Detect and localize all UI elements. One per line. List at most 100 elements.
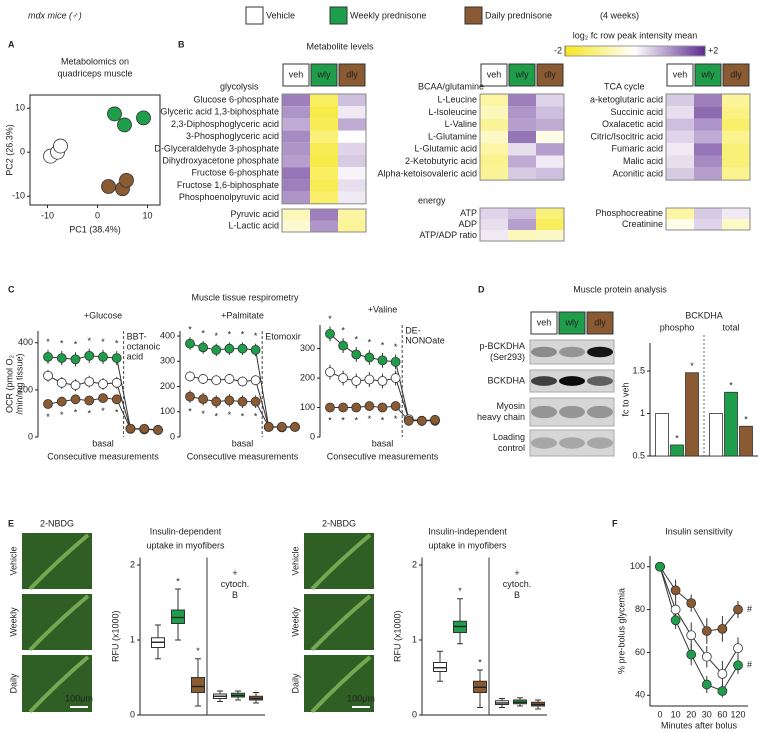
- point: [70, 394, 81, 405]
- chart-title: Insulin-dependent: [150, 526, 222, 536]
- significance-mark: *: [241, 330, 245, 340]
- point: [377, 355, 388, 366]
- x-tick-label: 10: [671, 709, 681, 719]
- significance-mark: *: [341, 415, 345, 425]
- heatmap-cell: [282, 179, 310, 192]
- blot-label: BCKDHA: [487, 375, 525, 385]
- heatmap-cell: [666, 208, 694, 219]
- heatmap-cell: [310, 130, 338, 143]
- x-tick-label: -10: [41, 210, 54, 220]
- bar: [739, 425, 753, 457]
- y-tick-label: 300: [300, 343, 315, 353]
- image-row-label: Daily: [290, 673, 300, 694]
- chart-title: quadriceps muscle: [57, 68, 132, 78]
- row-label: Creatinine: [622, 219, 663, 229]
- heatmap-cell: [666, 143, 694, 156]
- point: [117, 117, 132, 133]
- heatmap-cell: [310, 220, 338, 232]
- blot-strip: [529, 397, 615, 427]
- blot-strip: [529, 339, 615, 365]
- heatmap-cell: [338, 118, 366, 131]
- significance-mark: *: [354, 334, 358, 344]
- blot-strip: [529, 429, 615, 457]
- row-label: Phosphoenolpyruvic acid: [179, 192, 279, 202]
- point: [250, 345, 261, 355]
- row-label: ADP: [458, 219, 477, 229]
- significance-mark: *: [241, 411, 245, 421]
- panel-label: A: [8, 39, 15, 49]
- treatment-label: +: [514, 568, 519, 578]
- point: [84, 395, 95, 406]
- point: [56, 377, 67, 388]
- point: [364, 374, 375, 385]
- panel-label: C: [8, 284, 15, 294]
- significance-mark: *: [254, 411, 258, 421]
- legend-label: Vehicle: [266, 10, 295, 20]
- heatmap-cell: [722, 155, 750, 168]
- column-label: dly: [730, 69, 742, 79]
- blot-band: [559, 346, 585, 358]
- significance-mark: *: [341, 326, 345, 336]
- y-tick-label: 80: [635, 604, 645, 614]
- y-axis-label: RFU (x1000): [392, 610, 402, 662]
- column-header: [310, 63, 338, 87]
- point: [56, 353, 67, 363]
- point: [250, 396, 261, 407]
- row-label: Pyruvic acid: [230, 209, 279, 219]
- heatmap-cell: [338, 167, 366, 180]
- chart-title: uptake in myofibers: [428, 540, 507, 550]
- blot-label: (Ser293): [490, 352, 525, 362]
- point: [224, 374, 235, 384]
- y-tick-label: 1.5: [632, 365, 645, 375]
- heatmap-cell: [310, 209, 338, 221]
- x-axis-label: Consecutive measurements: [187, 451, 299, 461]
- point: [198, 342, 209, 353]
- column-header: [508, 63, 536, 87]
- inhibitor-label: BBT-: [127, 331, 147, 341]
- heatmap-cell: [722, 118, 750, 131]
- point: [290, 422, 300, 432]
- y-tick-label: 60: [635, 647, 645, 657]
- row-label: Glucose 6-phosphate: [193, 94, 279, 104]
- column-header: [558, 311, 586, 335]
- x-tick-label: 0: [95, 210, 100, 220]
- myofiber: [310, 533, 372, 591]
- point: [185, 371, 195, 382]
- significance-mark: *: [214, 331, 218, 341]
- heatmap-cell: [722, 167, 750, 181]
- heatmap-cell: [282, 220, 310, 232]
- stain-label: 2-NBDG: [322, 518, 356, 528]
- legend-swatch: [464, 6, 483, 25]
- image-row-label: Vehicle: [290, 546, 300, 575]
- point: [377, 376, 388, 386]
- point: [56, 396, 67, 407]
- heatmap-cell: [536, 155, 564, 168]
- point: [153, 425, 163, 435]
- inhibitor-label: NONOate: [405, 335, 445, 345]
- heatmap-cell: [480, 219, 508, 230]
- treatment-label: +: [232, 568, 237, 578]
- heatmap-cell: [310, 167, 338, 180]
- heatmap-cell: [310, 191, 338, 204]
- heatmap-cell: [480, 106, 508, 119]
- significance-mark: *: [394, 414, 398, 424]
- point: [111, 353, 122, 363]
- column-header: [338, 63, 366, 87]
- significance-mark: *: [46, 337, 50, 347]
- myofiber: [28, 533, 90, 591]
- x-tick-label: 60: [717, 709, 727, 719]
- blot-band: [559, 437, 585, 449]
- header-title: mdx mice (♂): [28, 10, 82, 20]
- point: [686, 630, 697, 641]
- blot-band: [531, 437, 557, 449]
- column-label: veh: [673, 69, 688, 79]
- point: [733, 643, 743, 654]
- blot-band: [587, 346, 613, 358]
- point: [701, 626, 712, 636]
- y-tick-label: 2: [130, 559, 135, 569]
- row-label: Fructose 1,6-biphosphate: [177, 180, 279, 190]
- column-label: veh: [289, 69, 304, 79]
- point: [101, 179, 116, 194]
- heatmap-cell: [536, 230, 564, 241]
